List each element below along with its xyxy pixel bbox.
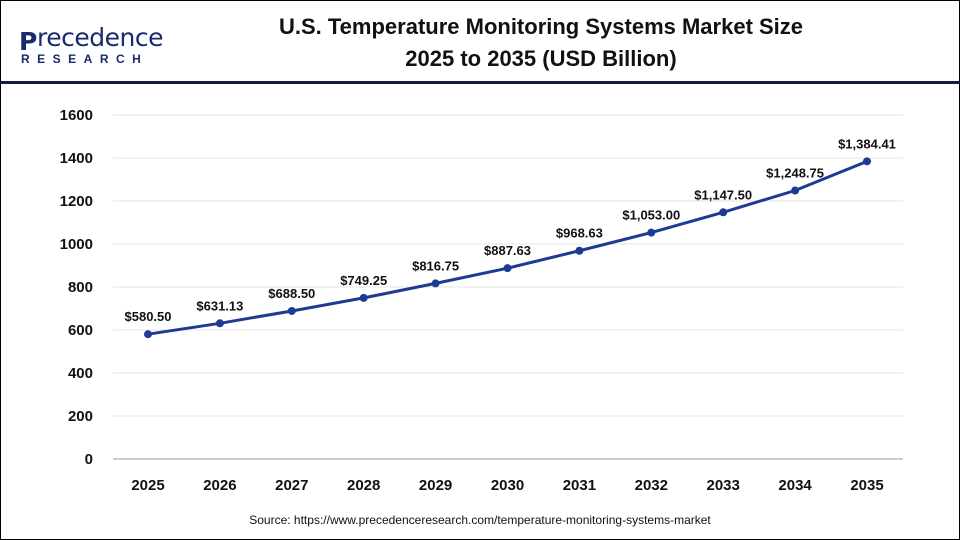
data-label: $1,384.41 [838, 136, 896, 151]
data-point [359, 293, 368, 302]
data-label: $1,147.50 [694, 187, 752, 202]
title-line-2: 2025 to 2035 (USD Billion) [405, 46, 677, 71]
chart-title: U.S. Temperature Monitoring Systems Mark… [221, 11, 861, 75]
logo-mark: P [19, 27, 38, 56]
data-label: $1,248.75 [766, 166, 824, 181]
x-tick-label: 2034 [778, 477, 812, 494]
data-label: $968.63 [556, 226, 603, 241]
x-tick-label: 2032 [635, 477, 668, 494]
x-tick-label: 2033 [707, 477, 740, 494]
x-tick-label: 2030 [491, 477, 524, 494]
header-divider [1, 81, 959, 84]
data-point [719, 208, 728, 217]
data-point [215, 319, 224, 328]
data-label: $816.75 [412, 258, 459, 273]
data-point [287, 306, 296, 315]
logo-sub: RESEARCH [21, 52, 149, 66]
x-tick-label: 2031 [563, 477, 596, 494]
y-tick-label: 0 [85, 451, 93, 468]
x-tick-label: 2028 [347, 477, 380, 494]
data-label: $1,053.00 [622, 208, 680, 223]
logo-name: recedence [37, 23, 163, 52]
data-point [863, 157, 871, 166]
data-label: $688.50 [268, 286, 315, 301]
x-tick-label: 2025 [131, 477, 164, 494]
data-label: $749.25 [340, 273, 387, 288]
y-tick-label: 1400 [60, 150, 93, 167]
x-tick-label: 2035 [850, 477, 883, 494]
x-tick-label: 2029 [419, 477, 452, 494]
y-tick-label: 600 [68, 322, 93, 339]
data-label: $580.50 [125, 309, 172, 324]
data-label: $887.63 [484, 243, 531, 258]
title-line-1: U.S. Temperature Monitoring Systems Mark… [278, 14, 804, 39]
line-chart: 0 200 400 600 800 1000 1200 1400 1600 2025 2026 202… [60, 107, 903, 494]
data-point [575, 246, 584, 255]
data-point [791, 186, 800, 195]
y-tick-label: 1200 [60, 193, 93, 210]
y-tick-label: 1600 [60, 107, 93, 124]
data-point [503, 264, 512, 273]
y-tick-label: 800 [68, 279, 93, 296]
source-note: Source: https://www.precedenceresearch.c… [249, 513, 711, 527]
data-point [431, 279, 440, 288]
y-tick-label: 200 [68, 408, 93, 425]
data-point [144, 330, 152, 339]
data-point [647, 228, 656, 237]
precedence-research-logo: P recedence RESEARCH [17, 23, 163, 66]
y-tick-label: 1000 [60, 236, 93, 253]
data-label: $631.13 [196, 298, 243, 313]
x-tick-label: 2026 [203, 477, 236, 494]
y-tick-label: 400 [68, 365, 93, 382]
x-tick-label: 2027 [275, 477, 308, 494]
